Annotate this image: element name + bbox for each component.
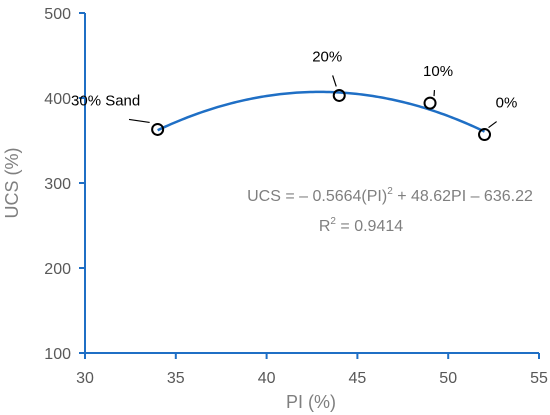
data-point-marker: [332, 88, 346, 102]
point-labels-layer: 30% Sand 20% 10% 0%: [71, 48, 518, 129]
ticks-layer: 100 200 300 400 500 30 35 40 45 50 55: [44, 6, 548, 387]
data-point-label: 30% Sand: [71, 92, 140, 109]
trendline-curve: [157, 90, 486, 133]
x-tick-label: 55: [530, 370, 548, 387]
y-tick-label: 200: [44, 261, 71, 278]
data-point-label: 20%: [312, 48, 342, 65]
x-axis-title: PI (%): [286, 392, 336, 412]
x-tick-label: 35: [167, 370, 185, 387]
points-layer: [151, 88, 492, 142]
x-tick-label: 30: [76, 370, 94, 387]
regression-equation: UCS = – 0.5664(PI)2 + 48.62PI – 636.22: [247, 186, 533, 205]
data-point-label: 0%: [496, 95, 518, 112]
y-tick-label: 400: [44, 91, 71, 108]
point-leader-line: [128, 118, 150, 124]
data-point-marker: [423, 96, 437, 110]
equation-part-2: + 48.62PI – 636.22: [393, 188, 533, 205]
data-point-marker: [151, 122, 165, 136]
equation-part-1: UCS = – 0.5664(PI): [247, 188, 387, 205]
x-tick-label: 40: [258, 370, 276, 387]
point-leader-line: [488, 121, 497, 129]
equation-superscript: 2: [387, 186, 393, 197]
y-axis-title: UCS (%): [2, 148, 22, 219]
y-tick-label: 500: [44, 6, 71, 23]
x-tick-label: 45: [349, 370, 367, 387]
x-tick-label: 50: [439, 370, 457, 387]
trendline-layer: [157, 90, 486, 133]
r2-part-2: = 0.9414: [336, 218, 403, 235]
r2-part-1: R: [319, 218, 331, 235]
r-squared: R2 = 0.9414: [319, 216, 403, 235]
data-point-marker: [478, 128, 492, 142]
y-tick-label: 300: [44, 176, 71, 193]
r2-superscript: 2: [330, 216, 336, 227]
point-leader-line: [332, 75, 337, 87]
data-point-label: 10%: [423, 63, 453, 80]
y-tick-label: 100: [44, 346, 71, 363]
